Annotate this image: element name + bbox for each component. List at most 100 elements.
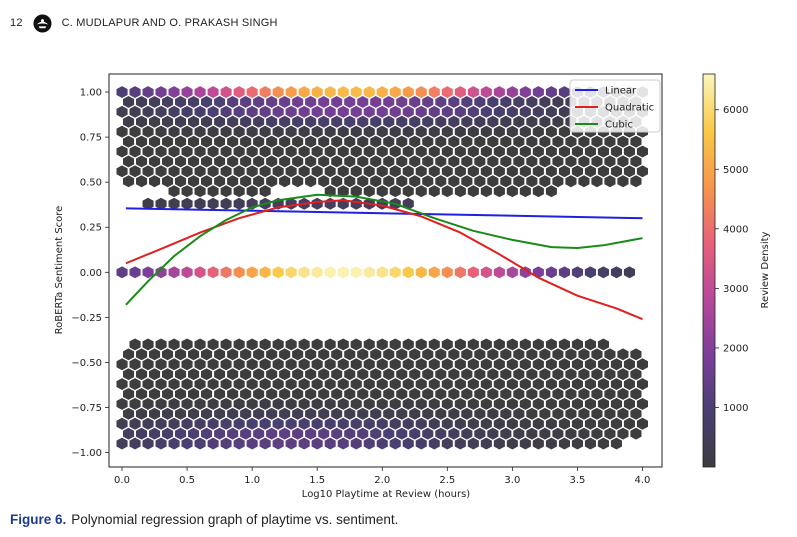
- hexbin-cell: [519, 266, 531, 279]
- hexbin-cell: [383, 388, 395, 400]
- hexbin-cell: [344, 115, 356, 128]
- hexbin-cell: [448, 407, 460, 420]
- hexbin-cell: [415, 185, 427, 198]
- hexbin-cell: [259, 145, 271, 158]
- hexbin-cell: [246, 437, 258, 450]
- hexbin-cell: [350, 185, 362, 198]
- hexbin-cell: [565, 175, 577, 188]
- hexbin-cell: [344, 175, 356, 188]
- hexbin-cell: [292, 155, 304, 168]
- hexbin-cell: [272, 358, 284, 371]
- hexbin-cell: [259, 105, 271, 118]
- hexbin-cell: [337, 266, 349, 279]
- hexbin-cell: [175, 348, 187, 361]
- hexbin-cell: [558, 125, 570, 138]
- hexbin-cell: [578, 368, 590, 381]
- hexbin-cell: [292, 348, 304, 361]
- hexbin-cell: [227, 115, 239, 128]
- hexbin-cell: [428, 86, 440, 98]
- hexbin-cell: [454, 125, 466, 138]
- hexbin-cell: [214, 96, 226, 108]
- hexbin-cell: [233, 197, 245, 210]
- hexbin-cell: [513, 388, 525, 400]
- hexbin-cell: [415, 105, 427, 118]
- hexbin-cell: [428, 378, 440, 390]
- hexbin-cell: [142, 338, 154, 351]
- x-axis-label: Log10 Playtime at Review (hours): [302, 489, 470, 500]
- hexbin-cell: [409, 427, 421, 440]
- hexbin-cell: [129, 437, 141, 450]
- hexbin-cell: [519, 398, 531, 410]
- hexbin-cell: [344, 388, 356, 400]
- hexbin-cell: [532, 417, 544, 430]
- hexbin-cell: [214, 348, 226, 361]
- hexbin-cell: [207, 165, 219, 178]
- colorbar-tick-label: 6000: [723, 105, 748, 116]
- hexbin-cell: [136, 368, 148, 381]
- hexbin-cell: [123, 427, 135, 440]
- hexbin-cell: [279, 368, 291, 381]
- hexbin-cell: [597, 358, 609, 371]
- hexbin-cell: [630, 348, 642, 361]
- hexbin-cell: [396, 427, 408, 440]
- hexbin-cell: [155, 165, 167, 178]
- hexbin-cell: [298, 437, 310, 450]
- hexbin-cell: [123, 175, 135, 188]
- hexbin-cell: [181, 417, 193, 430]
- hexbin-cell: [370, 388, 382, 400]
- hexbin-cell: [227, 155, 239, 168]
- hexbin-cell: [422, 155, 434, 168]
- hexbin-cell: [389, 417, 401, 430]
- hexbin-cell: [136, 115, 148, 128]
- hexbin-cell: [311, 165, 323, 178]
- hexbin-cell: [591, 388, 603, 400]
- hexbin-cell: [350, 266, 362, 279]
- hexbin-cell: [259, 86, 271, 98]
- hexbin-cell: [506, 266, 518, 279]
- hexbin-cell: [545, 266, 557, 279]
- hexbin-cell: [181, 398, 193, 410]
- hexbin-cell: [370, 348, 382, 361]
- hexbin-cell: [402, 266, 414, 279]
- hexbin-cell: [162, 348, 174, 361]
- hexbin-cell: [331, 368, 343, 381]
- hexbin-cell: [480, 398, 492, 410]
- hexbin-cell: [246, 185, 258, 198]
- hexbin-cell: [558, 378, 570, 390]
- hexbin-cell: [571, 266, 583, 279]
- hexbin-cell: [558, 398, 570, 410]
- hexbin-cell: [539, 155, 551, 168]
- hexbin-cell: [578, 155, 590, 168]
- hexbin-cell: [337, 165, 349, 178]
- hexbin-cell: [441, 358, 453, 371]
- hexbin-cell: [162, 388, 174, 400]
- hexbin-cell: [311, 197, 323, 210]
- hexbin-cell: [493, 86, 505, 98]
- hexbin-cell: [155, 145, 167, 158]
- hexbin-cell: [350, 197, 362, 210]
- hexbin-cell: [467, 358, 479, 371]
- hexbin-cell: [331, 155, 343, 168]
- hexbin-cell: [168, 398, 180, 410]
- hexbin-cell: [402, 398, 414, 410]
- hexbin-cell: [162, 115, 174, 128]
- hexbin-cell: [155, 417, 167, 430]
- hexbin-cell: [298, 125, 310, 138]
- hexbin-cell: [123, 135, 135, 148]
- hexbin-cell: [279, 115, 291, 128]
- hexbin-cell: [331, 348, 343, 361]
- hexbin-cell: [467, 165, 479, 178]
- hexbin-cell: [506, 437, 518, 450]
- hexbin-cell: [116, 266, 128, 279]
- hexbin-cell: [285, 338, 297, 351]
- hexbin-cell: [259, 417, 271, 430]
- hexbin-cell: [584, 266, 596, 279]
- hexbin-cell: [389, 378, 401, 390]
- hexbin-cell: [123, 96, 135, 108]
- hexbin-cell: [233, 437, 245, 450]
- hexbin-cell: [188, 427, 200, 440]
- hexbin-cell: [194, 165, 206, 178]
- hexbin-cell: [610, 165, 622, 178]
- hexbin-cell: [201, 135, 213, 148]
- hexbin-cell: [500, 407, 512, 420]
